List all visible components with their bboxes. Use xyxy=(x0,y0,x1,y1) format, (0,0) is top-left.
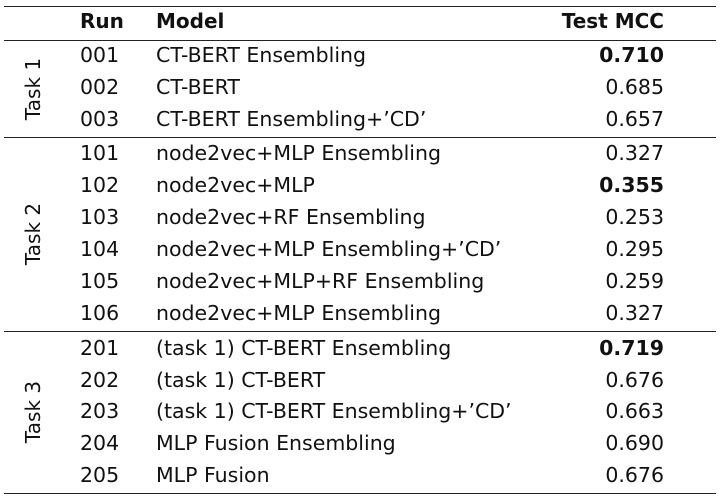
test-mcc-cell: 0.676 xyxy=(605,463,664,487)
model-cell: CT-BERT Ensembling+’CD’ xyxy=(156,107,427,131)
model-cell: CT-BERT xyxy=(156,75,240,99)
model-cell: MLP Fusion Ensembling xyxy=(156,431,396,455)
run-cell: 204 xyxy=(80,431,120,455)
bottom-rule xyxy=(4,493,716,495)
run-cell: 202 xyxy=(80,368,120,392)
group-rule xyxy=(4,137,716,138)
model-cell: node2vec+MLP Ensembling+’CD’ xyxy=(156,237,502,261)
model-cell: node2vec+MLP Ensembling xyxy=(156,301,441,325)
top-rule xyxy=(4,6,716,8)
run-cell: 102 xyxy=(80,173,120,197)
run-cell: 001 xyxy=(80,43,120,67)
group-rule xyxy=(4,40,716,41)
header-run: Run xyxy=(80,9,124,33)
model-cell: CT-BERT Ensembling xyxy=(156,43,367,67)
model-cell: node2vec+RF Ensembling xyxy=(156,205,426,229)
header-model: Model xyxy=(156,9,225,33)
test-mcc-cell: 0.719 xyxy=(599,336,664,360)
model-cell: node2vec+MLP+RF Ensembling xyxy=(156,269,485,293)
test-mcc-cell: 0.663 xyxy=(605,399,664,423)
test-mcc-cell: 0.355 xyxy=(599,173,664,197)
model-cell: MLP Fusion xyxy=(156,463,270,487)
test-mcc-cell: 0.690 xyxy=(605,431,664,455)
run-cell: 002 xyxy=(80,75,120,99)
run-cell: 103 xyxy=(80,205,120,229)
run-cell: 105 xyxy=(80,269,120,293)
run-cell: 003 xyxy=(80,107,120,131)
run-cell: 203 xyxy=(80,399,120,423)
test-mcc-cell: 0.657 xyxy=(605,107,664,131)
task-group-label: Task 3 xyxy=(21,380,45,444)
model-cell: (task 1) CT-BERT Ensembling+’CD’ xyxy=(156,399,512,423)
run-cell: 101 xyxy=(80,141,120,165)
test-mcc-cell: 0.327 xyxy=(605,141,664,165)
model-cell: (task 1) CT-BERT xyxy=(156,368,326,392)
header-test-mcc: Test MCC xyxy=(561,9,664,33)
test-mcc-cell: 0.327 xyxy=(605,301,664,325)
run-cell: 104 xyxy=(80,237,120,261)
test-mcc-cell: 0.710 xyxy=(599,43,664,67)
task-group-label: Task 1 xyxy=(21,57,45,120)
run-cell: 201 xyxy=(80,336,120,360)
group-rule xyxy=(4,331,716,332)
model-cell: node2vec+MLP Ensembling xyxy=(156,141,441,165)
model-cell: node2vec+MLP xyxy=(156,173,315,197)
test-mcc-cell: 0.253 xyxy=(605,205,664,229)
test-mcc-cell: 0.259 xyxy=(605,269,664,293)
test-mcc-cell: 0.685 xyxy=(605,75,664,99)
test-mcc-cell: 0.676 xyxy=(605,368,664,392)
model-cell: (task 1) CT-BERT Ensembling xyxy=(156,336,452,360)
run-cell: 205 xyxy=(80,463,120,487)
run-cell: 106 xyxy=(80,301,120,325)
test-mcc-cell: 0.295 xyxy=(605,237,664,261)
task-group-label: Task 2 xyxy=(21,202,45,266)
